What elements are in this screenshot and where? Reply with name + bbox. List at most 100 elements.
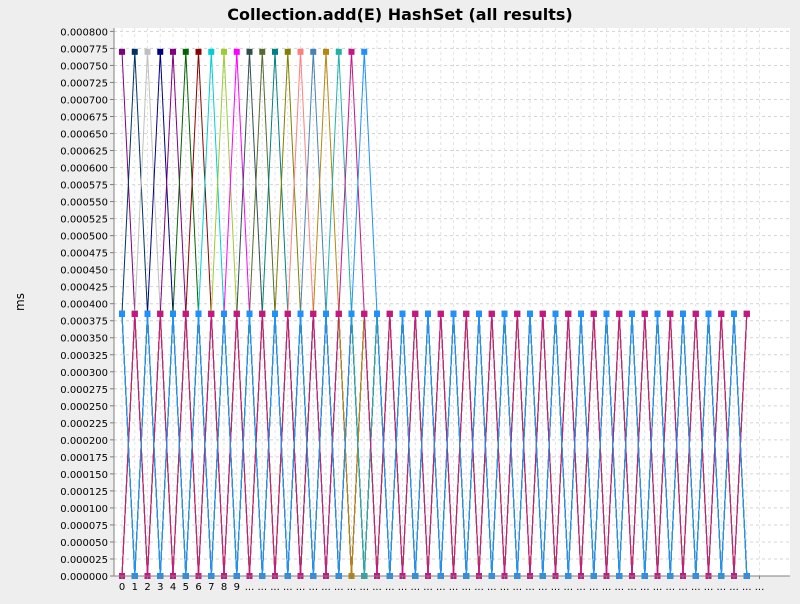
x-tick-label: ... bbox=[308, 582, 318, 593]
x-tick-label: ... bbox=[321, 582, 331, 593]
x-tick-label: 9 bbox=[234, 582, 240, 593]
x-tick-label: ... bbox=[614, 582, 624, 593]
data-point bbox=[374, 310, 380, 317]
y-tick-label: 0.000250 bbox=[60, 402, 108, 413]
data-point bbox=[399, 310, 406, 317]
data-point bbox=[718, 310, 725, 317]
y-tick-label: 0.000350 bbox=[60, 334, 108, 345]
x-tick-label: ... bbox=[563, 582, 573, 593]
x-tick-label: ... bbox=[729, 582, 739, 593]
y-tick-label: 0.000700 bbox=[60, 95, 108, 106]
y-axis-label: ms bbox=[13, 293, 27, 311]
data-point bbox=[310, 310, 317, 317]
y-tick-label: 0.000775 bbox=[60, 44, 108, 55]
data-point bbox=[667, 310, 674, 317]
data-point bbox=[335, 310, 342, 317]
y-tick-label: 0.000625 bbox=[60, 147, 108, 158]
y-tick-label: 0.000800 bbox=[60, 27, 108, 38]
y-tick-label: 0.000375 bbox=[60, 317, 108, 328]
y-tick-label: 0.000475 bbox=[60, 249, 108, 260]
x-tick-label: ... bbox=[525, 582, 535, 593]
x-tick-label: ... bbox=[474, 582, 484, 593]
x-tick-label: ... bbox=[602, 582, 612, 593]
data-point bbox=[386, 310, 393, 317]
x-tick-label: ... bbox=[410, 582, 420, 593]
data-point bbox=[680, 310, 686, 317]
data-point bbox=[361, 48, 368, 55]
y-tick-label: 0.000550 bbox=[60, 198, 108, 209]
x-tick-label: ... bbox=[449, 582, 459, 593]
x-tick-label: 5 bbox=[183, 582, 189, 593]
y-tick-label: 0.000275 bbox=[60, 385, 108, 396]
x-tick-label: ... bbox=[257, 582, 267, 593]
data-point bbox=[501, 310, 508, 317]
data-point bbox=[233, 310, 240, 317]
data-point bbox=[348, 48, 355, 55]
y-tick-label: 0.000150 bbox=[60, 470, 108, 481]
data-point bbox=[590, 310, 597, 317]
y-tick-label: 0.000100 bbox=[60, 504, 108, 515]
y-tick-label: 0.000600 bbox=[60, 164, 108, 175]
y-tick-label: 0.000425 bbox=[60, 283, 108, 294]
data-point bbox=[284, 48, 291, 55]
x-tick-label: ... bbox=[678, 582, 688, 593]
data-point bbox=[182, 48, 189, 55]
data-point bbox=[629, 310, 635, 317]
x-tick-label: ... bbox=[742, 582, 752, 593]
data-point bbox=[323, 310, 329, 317]
x-tick-label: ... bbox=[487, 582, 497, 593]
data-point bbox=[233, 48, 240, 55]
x-tick-label: ... bbox=[653, 582, 663, 593]
plot-area bbox=[114, 28, 790, 576]
data-point bbox=[182, 310, 189, 317]
x-tick-label: 6 bbox=[195, 582, 201, 593]
x-tick-label: ... bbox=[347, 582, 357, 593]
x-tick-label: ... bbox=[589, 582, 599, 593]
data-point bbox=[259, 48, 266, 55]
x-tick-label: ... bbox=[385, 582, 395, 593]
x-tick-label: ... bbox=[755, 582, 765, 593]
data-point bbox=[654, 310, 661, 317]
y-tick-label: 0.000575 bbox=[60, 181, 108, 192]
y-tick-label: 0.000300 bbox=[60, 368, 108, 379]
y-tick-label: 0.000675 bbox=[60, 112, 108, 123]
y-tick-label: 0.000075 bbox=[60, 521, 108, 532]
y-tick-label: 0.000400 bbox=[60, 300, 108, 311]
y-tick-label: 0.000725 bbox=[60, 78, 108, 89]
x-tick-label: ... bbox=[398, 582, 408, 593]
data-point bbox=[361, 310, 368, 317]
data-point bbox=[259, 310, 266, 317]
x-tick-label: ... bbox=[359, 582, 369, 593]
data-point bbox=[208, 310, 215, 317]
y-tick-label: 0.000750 bbox=[60, 61, 108, 72]
y-tick-label: 0.000525 bbox=[60, 215, 108, 226]
series-line bbox=[121, 51, 748, 577]
data-point bbox=[552, 310, 559, 317]
x-tick-label: ... bbox=[538, 582, 548, 593]
x-tick-label: ... bbox=[716, 582, 726, 593]
x-tick-label: ... bbox=[704, 582, 714, 593]
y-tick-label: 0.000125 bbox=[60, 487, 108, 498]
x-tick-label: ... bbox=[512, 582, 522, 593]
data-point bbox=[284, 310, 291, 317]
y-tick-label: 0.000325 bbox=[60, 351, 108, 362]
data-point bbox=[208, 48, 215, 55]
data-point bbox=[578, 310, 584, 317]
x-tick-label: ... bbox=[283, 582, 293, 593]
data-point bbox=[476, 310, 482, 317]
data-point bbox=[335, 48, 342, 55]
data-point bbox=[131, 310, 138, 317]
data-point bbox=[119, 310, 125, 317]
data-point bbox=[488, 310, 495, 317]
data-point bbox=[450, 310, 457, 317]
x-tick-label: ... bbox=[691, 582, 701, 593]
data-point bbox=[565, 310, 572, 317]
data-point bbox=[157, 48, 164, 55]
data-point bbox=[144, 48, 151, 55]
x-tick-label: ... bbox=[500, 582, 510, 593]
x-tick-label: 4 bbox=[170, 582, 176, 593]
y-tick-label: 0.000000 bbox=[60, 572, 108, 583]
grid-layer bbox=[114, 28, 790, 577]
y-tick-label: 0.000225 bbox=[60, 419, 108, 430]
data-point bbox=[692, 310, 699, 317]
